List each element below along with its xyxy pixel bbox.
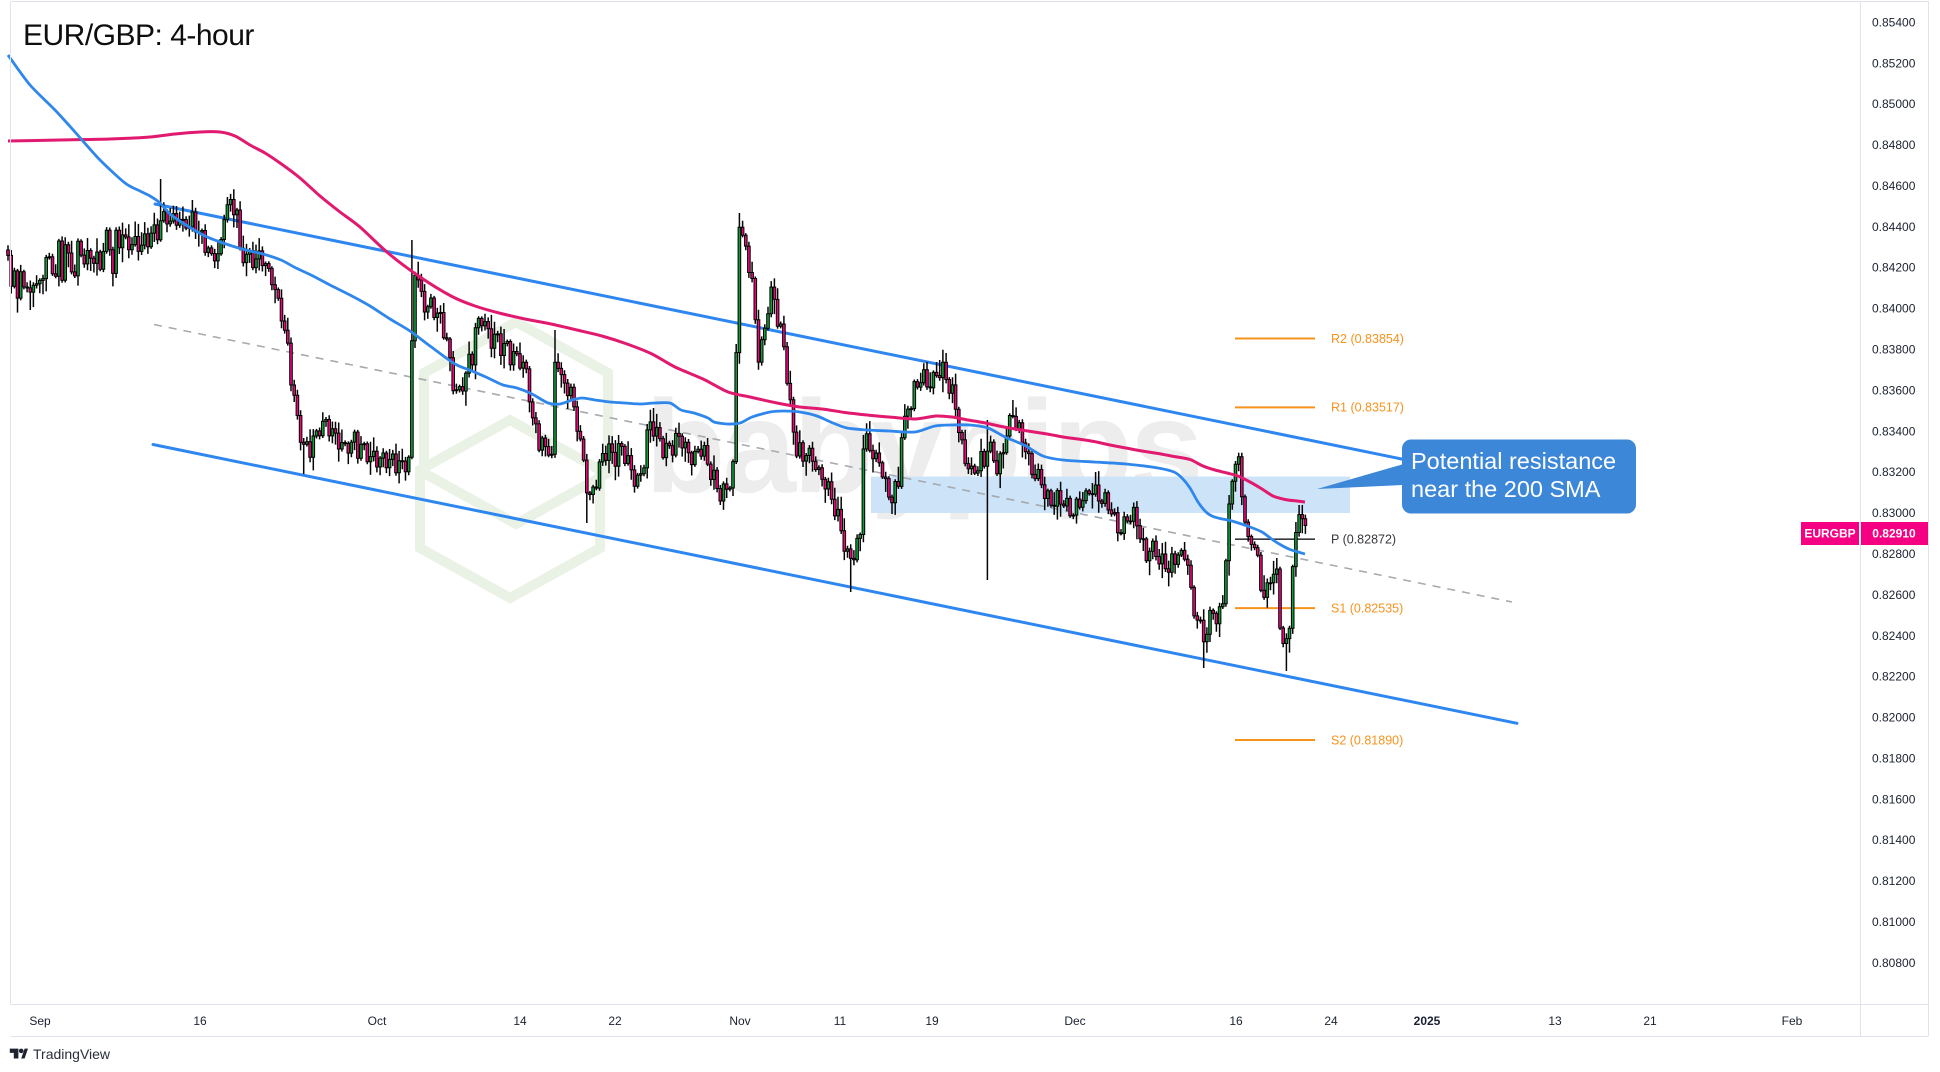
svg-text:14: 14	[513, 1014, 527, 1028]
svg-text:Sep: Sep	[29, 1014, 51, 1028]
svg-text:13: 13	[1548, 1014, 1562, 1028]
svg-text:near the 200 SMA: near the 200 SMA	[1411, 476, 1601, 502]
svg-text:0.83000: 0.83000	[1872, 506, 1916, 520]
svg-text:P (0.82872): P (0.82872)	[1331, 533, 1396, 547]
svg-text:Dec: Dec	[1064, 1014, 1085, 1028]
svg-text:16: 16	[193, 1014, 207, 1028]
svg-text:0.84400: 0.84400	[1872, 220, 1916, 234]
svg-text:EURGBP: EURGBP	[1804, 527, 1855, 541]
svg-text:22: 22	[608, 1014, 622, 1028]
svg-text:0.84600: 0.84600	[1872, 179, 1916, 193]
svg-text:0.83200: 0.83200	[1872, 465, 1916, 479]
svg-text:0.83800: 0.83800	[1872, 343, 1916, 357]
svg-text:0.81000: 0.81000	[1872, 915, 1916, 929]
svg-text:2025: 2025	[1414, 1014, 1441, 1028]
svg-text:0.81600: 0.81600	[1872, 792, 1916, 806]
svg-text:16: 16	[1229, 1014, 1243, 1028]
svg-text:EUR/GBP: 4-hour: EUR/GBP: 4-hour	[23, 19, 254, 52]
svg-text:TradingView: TradingView	[33, 1046, 111, 1062]
svg-text:0.85400: 0.85400	[1872, 15, 1916, 29]
svg-text:S1 (0.82535): S1 (0.82535)	[1331, 601, 1403, 615]
svg-text:R1 (0.83517): R1 (0.83517)	[1331, 401, 1404, 415]
svg-text:Feb: Feb	[1782, 1014, 1803, 1028]
svg-text:19: 19	[925, 1014, 939, 1028]
svg-text:0.83400: 0.83400	[1872, 424, 1916, 438]
svg-text:0.80800: 0.80800	[1872, 956, 1916, 970]
svg-text:21: 21	[1643, 1014, 1657, 1028]
svg-text:R2 (0.83854): R2 (0.83854)	[1331, 332, 1404, 346]
svg-text:0.85200: 0.85200	[1872, 56, 1916, 70]
svg-text:Oct: Oct	[368, 1014, 387, 1028]
svg-text:0.82000: 0.82000	[1872, 711, 1916, 725]
svg-text:0.81800: 0.81800	[1872, 751, 1916, 765]
svg-text:24: 24	[1324, 1014, 1338, 1028]
svg-text:0.82910: 0.82910	[1872, 527, 1916, 541]
svg-text:0.82600: 0.82600	[1872, 588, 1916, 602]
svg-text:0.85000: 0.85000	[1872, 97, 1916, 111]
svg-text:Nov: Nov	[729, 1014, 750, 1028]
svg-text:0.84200: 0.84200	[1872, 261, 1916, 275]
svg-text:0.82200: 0.82200	[1872, 670, 1916, 684]
svg-text:0.84000: 0.84000	[1872, 302, 1916, 316]
svg-text:11: 11	[834, 1014, 847, 1028]
svg-text:0.81400: 0.81400	[1872, 833, 1916, 847]
svg-text:0.82800: 0.82800	[1872, 547, 1916, 561]
svg-text:S2 (0.81890): S2 (0.81890)	[1331, 733, 1403, 747]
svg-text:0.84800: 0.84800	[1872, 138, 1916, 152]
svg-text:0.81200: 0.81200	[1872, 874, 1916, 888]
svg-text:Potential resistance: Potential resistance	[1411, 448, 1616, 474]
svg-text:0.83600: 0.83600	[1872, 383, 1916, 397]
svg-text:0.82400: 0.82400	[1872, 629, 1916, 643]
